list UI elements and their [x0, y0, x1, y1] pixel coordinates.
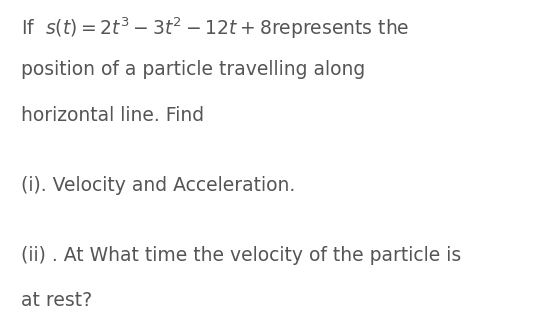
Text: position of a particle travelling along: position of a particle travelling along	[21, 60, 366, 79]
Text: If  $s(t) = 2t^3 - 3t^2 - 12t + 8$represents the: If $s(t) = 2t^3 - 3t^2 - 12t + 8$represe…	[21, 15, 409, 41]
Text: (i). Velocity and Acceleration.: (i). Velocity and Acceleration.	[21, 176, 295, 195]
Text: (ii) . At What time the velocity of the particle is: (ii) . At What time the velocity of the …	[21, 246, 461, 265]
Text: horizontal line. Find: horizontal line. Find	[21, 106, 204, 125]
Text: at rest?: at rest?	[21, 291, 92, 311]
